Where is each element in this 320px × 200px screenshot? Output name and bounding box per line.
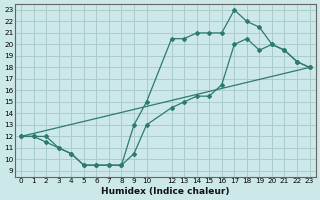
X-axis label: Humidex (Indice chaleur): Humidex (Indice chaleur) xyxy=(101,187,229,196)
